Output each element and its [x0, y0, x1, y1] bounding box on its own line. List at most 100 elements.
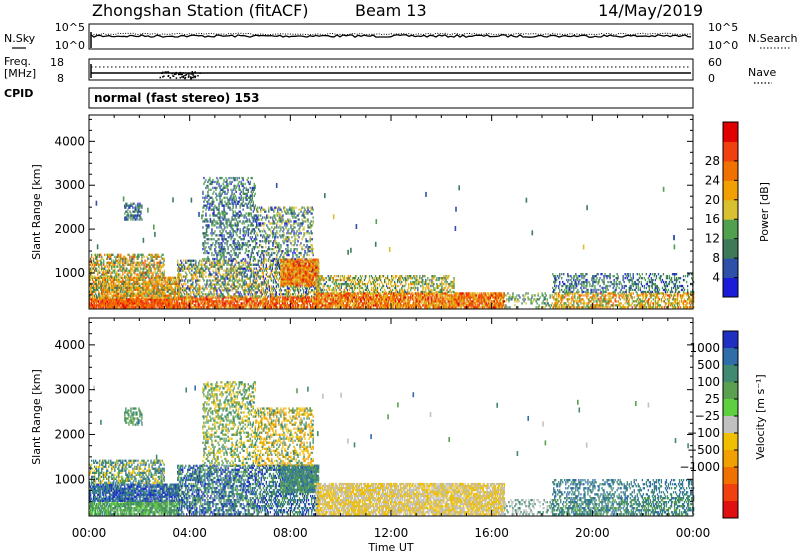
scatter-cell — [208, 258, 209, 260]
scatter-cell — [216, 177, 217, 179]
scatter-cell — [138, 254, 139, 256]
scatter-cell — [287, 276, 288, 278]
scatter-cell — [96, 270, 97, 272]
scatter-cell — [111, 260, 112, 262]
scatter-cell — [198, 262, 199, 264]
scatter-cell — [202, 258, 203, 260]
scatter-cell — [207, 234, 208, 236]
scatter-cell — [208, 285, 209, 287]
scatter-cell — [131, 268, 132, 270]
scatter-cell — [198, 302, 199, 304]
scatter-cell — [202, 285, 203, 287]
scatter-cell — [123, 268, 124, 270]
scatter-cell — [175, 277, 176, 279]
scatter-cell — [134, 254, 135, 256]
nsearch-tick-low: 10^0 — [708, 39, 738, 52]
scatter-cell — [225, 230, 226, 232]
scatter-cell — [257, 270, 258, 272]
scatter-cell — [209, 214, 210, 216]
scatter-cell — [307, 302, 308, 304]
scatter-cell — [134, 293, 135, 295]
scatter-cell — [256, 275, 257, 277]
scatter-cell — [226, 222, 227, 224]
scatter-cell — [94, 275, 95, 277]
scatter-cell — [239, 201, 240, 203]
scatter-cell — [289, 270, 290, 272]
scatter-cell — [249, 240, 250, 242]
nave-dot — [192, 74, 194, 76]
scatter-cell — [235, 179, 236, 181]
scatter-cell — [114, 270, 115, 272]
scatter-cell — [210, 275, 211, 277]
scatter-cell — [180, 273, 181, 275]
scatter-cell — [120, 254, 121, 256]
scatter-cell — [245, 234, 246, 236]
scatter-cell — [93, 258, 94, 260]
scatter-cell — [125, 262, 126, 264]
nave-dot — [160, 77, 162, 79]
scatter-cell — [231, 246, 232, 248]
scatter-cell — [142, 300, 143, 302]
scatter-cell — [205, 209, 206, 211]
scatter-cell — [124, 297, 125, 299]
scatter-cell — [188, 270, 189, 272]
scatter-cell — [214, 285, 215, 287]
scatter-cell — [240, 270, 241, 272]
scatter-cell — [218, 185, 219, 187]
nave-tick-low: 0 — [708, 72, 715, 85]
scatter-cell — [230, 250, 231, 252]
scatter-cell — [162, 279, 163, 281]
scatter-cell — [199, 260, 200, 262]
scatter-cell — [192, 285, 193, 287]
scatter-cell — [268, 300, 269, 302]
scatter-cell — [241, 262, 242, 264]
scatter-cell — [223, 254, 224, 256]
scatter-cell — [225, 296, 226, 298]
scatter-cell — [144, 260, 145, 262]
scatter-cell — [174, 300, 175, 302]
nave-dot — [190, 78, 192, 80]
scatter-cell — [110, 256, 111, 258]
scatter-cell — [217, 302, 218, 304]
scatter-cell — [260, 270, 261, 272]
scatter-cell — [239, 216, 240, 218]
scatter-cell — [231, 181, 232, 183]
power-scatter-cells — [89, 177, 694, 309]
scatter-cell — [180, 291, 181, 293]
scatter-cell — [274, 277, 275, 279]
scatter-cell — [226, 224, 227, 226]
scatter-cell — [287, 295, 288, 297]
scatter-cell — [209, 293, 210, 295]
scatter-cell — [190, 279, 191, 281]
scatter-cell — [182, 285, 183, 287]
scatter-cell — [224, 197, 225, 199]
scatter-cell — [237, 300, 238, 302]
scatter-cell — [228, 252, 229, 254]
scatter-cell — [204, 283, 205, 285]
scatter-cell — [212, 279, 213, 281]
scatter-cell — [118, 295, 119, 297]
scatter-cell — [240, 207, 241, 209]
scatter-cell — [201, 264, 202, 266]
scatter-cell — [216, 220, 217, 222]
scatter-cell — [250, 295, 251, 297]
scatter-cell — [238, 203, 239, 205]
scatter-cell — [203, 246, 204, 248]
scatter-cell — [260, 277, 261, 279]
scatter-cell — [301, 284, 302, 286]
scatter-cell — [211, 252, 212, 254]
scatter-cell — [276, 287, 277, 289]
scatter-cell — [113, 281, 114, 283]
scatter-cell — [191, 273, 192, 275]
nsky-label: N.Sky — [4, 32, 36, 45]
nave-dot — [190, 76, 192, 78]
scatter-cell — [201, 291, 202, 293]
scatter-cell — [115, 262, 116, 264]
scatter-cell — [215, 193, 216, 195]
scatter-cell — [123, 264, 124, 266]
scatter-cell — [186, 295, 187, 297]
scatter-cell — [215, 242, 216, 244]
scatter-cell — [126, 258, 127, 260]
scatter-cell — [234, 199, 235, 201]
scatter-cell — [306, 295, 307, 297]
